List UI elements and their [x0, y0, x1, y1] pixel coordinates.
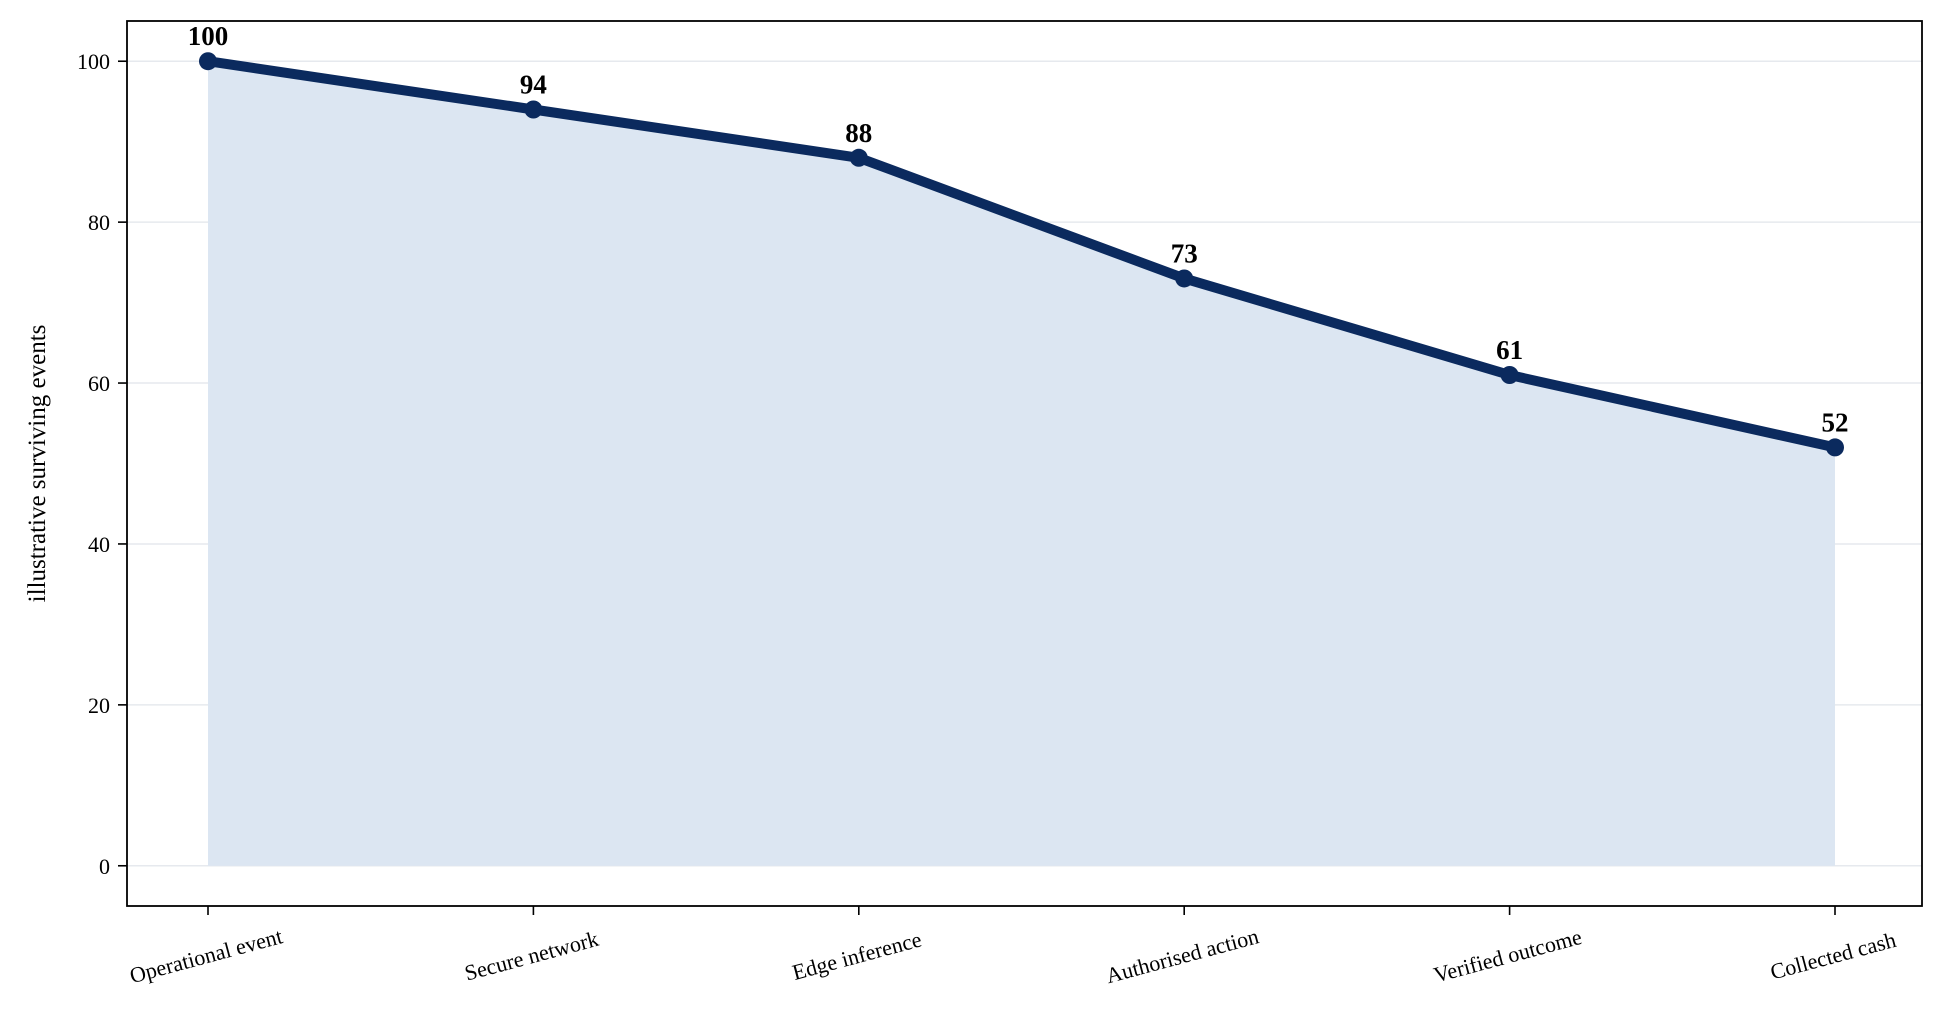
- y-tick-label-40: 40: [88, 532, 110, 557]
- x-tick-label-3: Authorised action: [1103, 923, 1261, 988]
- data-point-1: [524, 100, 543, 119]
- x-tick-label-2: Edge inference: [790, 927, 924, 985]
- data-point-5: [1826, 438, 1844, 457]
- y-tick-label-80: 80: [88, 210, 110, 235]
- y-tick-label-100: 100: [77, 49, 110, 74]
- data-point-4: [1500, 366, 1519, 384]
- x-tick-label-0: Operational event: [127, 923, 285, 988]
- data-point-2: [849, 148, 868, 167]
- y-tick-label-60: 60: [88, 371, 110, 396]
- x-tick-label-1: Secure network: [462, 926, 601, 986]
- series-line: [203, 56, 1840, 453]
- y-axis-ticks: 0 20 40 60 80 100: [77, 49, 127, 879]
- x-tick-label-5: Collected cash: [1768, 927, 1899, 985]
- y-axis-title: illustrative surviving events: [24, 325, 51, 603]
- data-label-5: 52: [1822, 407, 1849, 437]
- data-points-layer: [199, 52, 1844, 457]
- data-point-0: [199, 52, 217, 71]
- data-label-1: 94: [520, 70, 547, 100]
- data-point-3: [1175, 269, 1194, 288]
- plot-frame: [126, 20, 1923, 907]
- data-label-3: 73: [1171, 238, 1198, 268]
- data-labels-layer: 100 94 88 73 61 52: [188, 21, 1849, 437]
- area-fill-layer: [208, 61, 1835, 866]
- x-tick-label-4: Verified outcome: [1431, 924, 1584, 988]
- data-label-2: 88: [845, 118, 872, 148]
- y-tick-label-20: 20: [88, 693, 110, 718]
- y-tick-label-0: 0: [99, 854, 110, 879]
- data-label-0: 100: [188, 21, 229, 51]
- data-label-4: 61: [1496, 335, 1523, 365]
- series-line-layer: [203, 56, 1840, 453]
- series-area: [208, 61, 1835, 866]
- x-axis-ticks: Operational event Secure network Edge infe…: [127, 906, 1899, 988]
